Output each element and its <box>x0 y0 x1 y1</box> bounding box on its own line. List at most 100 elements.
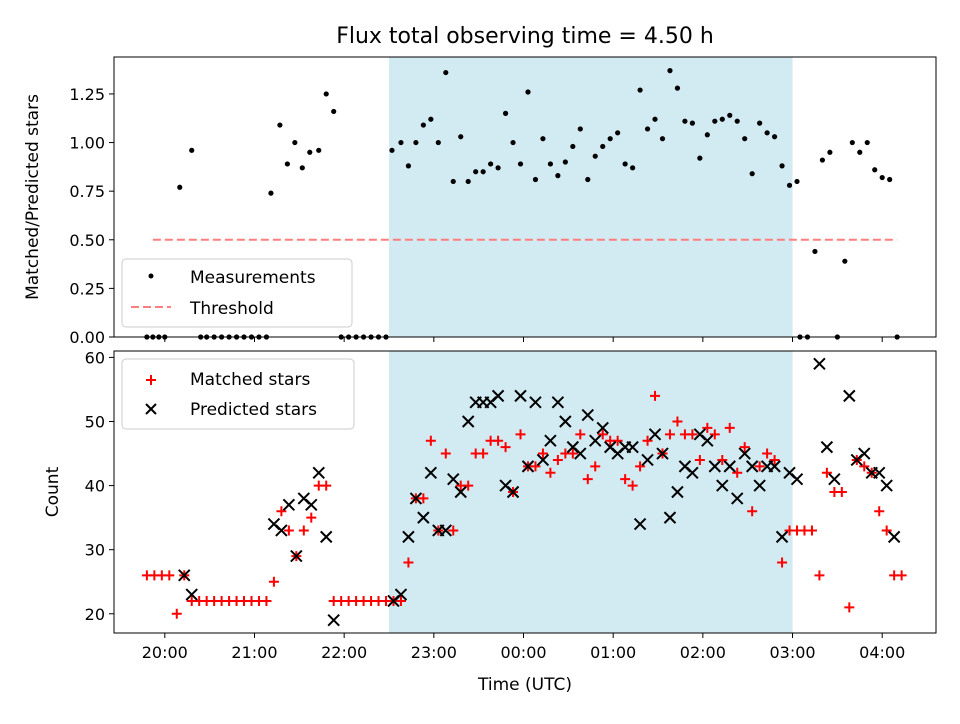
measurement-point <box>458 134 464 140</box>
predicted-stars-point <box>491 389 505 403</box>
matched-stars-point <box>493 435 504 446</box>
measurement-point <box>667 68 673 74</box>
predicted-stars-point <box>320 530 333 544</box>
measurement-point <box>779 163 785 169</box>
measurement-point <box>764 130 770 136</box>
bottom-data-marks <box>141 357 907 627</box>
matched-stars-point <box>298 525 309 536</box>
x-tick-label: 03:00 <box>769 643 815 662</box>
predicted-stars-point <box>828 472 841 486</box>
measurement-point <box>480 169 486 175</box>
predicted-stars-point <box>820 440 834 454</box>
predicted-stars-point <box>275 524 288 537</box>
predicted-stars-point <box>686 466 699 479</box>
matched-stars-point <box>575 429 586 440</box>
measurement-point <box>864 139 870 146</box>
predicted-stars-point <box>574 447 587 460</box>
predicted-stars-point <box>529 396 542 409</box>
measurement-point <box>749 171 755 177</box>
top-x-ticks <box>164 337 883 342</box>
measurement-point <box>697 155 703 161</box>
predicted-stars-point <box>178 569 191 582</box>
matched-stars-point <box>500 442 511 453</box>
matched-stars-point <box>732 467 743 478</box>
measurement-point <box>268 190 274 196</box>
matched-stars-point <box>687 429 698 440</box>
matched-stars-point <box>283 525 294 536</box>
measurement-point <box>517 161 524 167</box>
matched-stars-point <box>806 525 817 536</box>
legend-marker-measurements <box>148 273 154 279</box>
matched-stars-point <box>612 435 623 446</box>
legend-label-predicted-stars: Predicted stars <box>190 400 317 420</box>
x-tick-label: 01:00 <box>590 643 636 662</box>
matched-stars-point <box>620 474 631 485</box>
predicted-stars-point <box>843 389 856 403</box>
measurement-point <box>849 139 855 146</box>
predicted-stars-point <box>738 447 751 460</box>
matched-stars-point <box>777 557 788 568</box>
measurement-point <box>465 178 471 185</box>
measurement-point <box>622 161 628 167</box>
predicted-stars-point <box>589 434 602 447</box>
measurement-point <box>786 182 793 188</box>
x-tick-label: 22:00 <box>321 643 367 662</box>
predicted-stars-point <box>514 389 527 403</box>
matched-stars-point <box>717 454 728 465</box>
predicted-stars-point <box>872 466 886 479</box>
measurement-point <box>570 143 576 150</box>
predicted-stars-point <box>506 485 520 499</box>
matched-stars-point <box>702 422 713 433</box>
predicted-stars-point <box>731 492 744 505</box>
measurement-point <box>495 165 501 171</box>
top-axes-frame <box>113 56 937 338</box>
measurement-point <box>525 89 531 95</box>
predicted-stars-point <box>596 421 609 435</box>
matched-stars-point <box>478 448 489 459</box>
matched-stars-point <box>642 435 653 446</box>
predicted-stars-point <box>282 498 296 512</box>
measurement-point <box>292 139 298 146</box>
measurement-point <box>872 167 878 173</box>
top-legend: Measurements Threshold <box>121 258 353 328</box>
measurement-point <box>757 120 763 126</box>
measurement-point <box>488 161 494 167</box>
matched-stars-point <box>418 493 429 504</box>
predicted-stars-point <box>858 447 871 460</box>
measurement-point <box>742 136 748 142</box>
top-highlight-span <box>388 57 793 337</box>
x-axis-label: Time (UTC) <box>477 675 572 695</box>
measurement-point <box>615 130 621 136</box>
matched-stars-point <box>537 448 548 459</box>
measurement-point <box>674 85 681 91</box>
predicted-stars-point <box>327 613 340 627</box>
measurement-point <box>704 132 710 138</box>
predicted-stars-point <box>402 530 415 544</box>
measurement-point <box>413 139 419 146</box>
measurement-point <box>682 118 688 124</box>
matched-stars-point <box>403 557 414 568</box>
matched-stars-point <box>896 570 907 581</box>
bottom-y-axis-label: Count <box>43 466 63 517</box>
measurement-point <box>630 165 636 171</box>
x-tick-label: 23:00 <box>411 643 457 662</box>
top-data-marks <box>144 68 900 340</box>
predicted-stars-point <box>656 447 669 460</box>
measurement-point <box>659 136 666 142</box>
measurement-point <box>532 176 539 183</box>
measurement-point <box>644 126 651 132</box>
matched-stars-point <box>635 461 646 472</box>
y-tick-label: 40 <box>85 477 105 496</box>
matched-stars-point <box>515 429 526 440</box>
matched-stars-point <box>769 454 780 465</box>
matched-stars-point <box>395 595 406 606</box>
matched-stars-point <box>171 608 182 619</box>
top-y-axis-label: Matched/Predicted stars <box>23 94 43 300</box>
predicted-stars-point <box>447 472 460 486</box>
predicted-stars-point <box>753 479 766 492</box>
measurement-point <box>842 258 848 264</box>
predicted-stars-point <box>708 460 722 473</box>
measurement-point <box>637 87 643 93</box>
bottom-highlight-span <box>388 351 793 633</box>
